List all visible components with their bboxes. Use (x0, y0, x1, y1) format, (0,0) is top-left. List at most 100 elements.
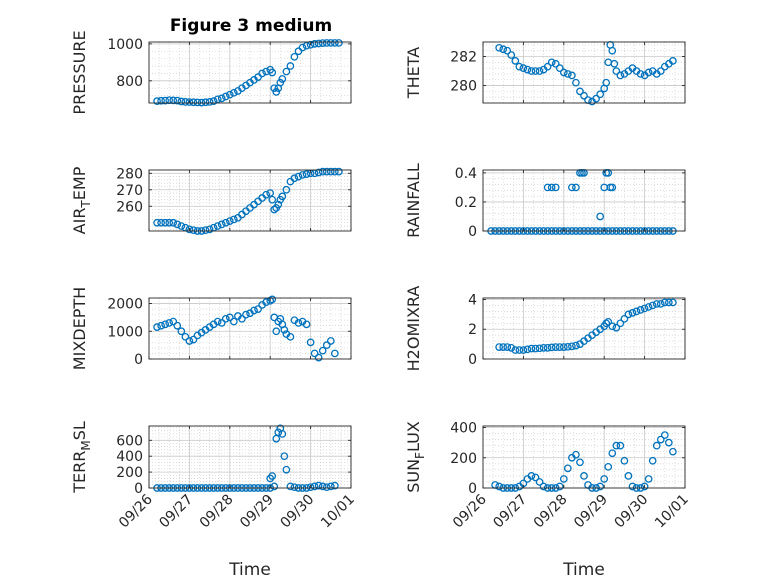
y-tick-label: 0 (134, 352, 143, 368)
data-point (507, 343, 516, 352)
data-point (628, 482, 637, 491)
data-point (608, 449, 617, 458)
data-point (161, 320, 170, 329)
data-point (503, 46, 512, 55)
data-point (278, 75, 287, 83)
data-point (624, 472, 633, 480)
y-tick-label: 280 (450, 79, 477, 95)
data-point (306, 338, 315, 347)
data-point (580, 91, 588, 100)
y-tick-label: 400 (450, 421, 477, 437)
data-point (652, 300, 661, 308)
y-axis-label-main: H2OMIXRA (404, 286, 423, 372)
data-point (165, 319, 174, 327)
y-tick-label: 270 (116, 183, 143, 199)
data-point (280, 452, 289, 461)
data-point (326, 482, 335, 491)
data-point (656, 67, 665, 75)
data-point (302, 41, 311, 50)
data-point (580, 472, 588, 480)
data-point (624, 310, 633, 319)
data-point (322, 483, 331, 492)
y-axis-label-subscript: T (79, 200, 93, 209)
data-point (568, 71, 576, 80)
data-point (189, 335, 198, 344)
data-point (543, 62, 552, 71)
data-point (268, 195, 277, 204)
data-point (519, 346, 528, 354)
data-point (290, 483, 299, 492)
data-point (640, 304, 649, 313)
data-point (266, 189, 275, 197)
data-point (189, 98, 198, 107)
data-point (636, 70, 645, 78)
data-point (543, 183, 552, 192)
data-point (282, 67, 291, 76)
x-tick-label: 09/30 (278, 492, 318, 532)
data-point (161, 218, 170, 227)
data-point (572, 183, 580, 192)
data-point (535, 478, 544, 486)
y-tick-label: 0.2 (455, 195, 477, 211)
data-point (314, 168, 323, 177)
y-tick-label: 1000 (107, 37, 143, 53)
data-point (221, 314, 230, 323)
data-point (229, 88, 238, 97)
data-point (161, 96, 170, 105)
data-point (330, 481, 339, 490)
y-axis-label: THETA (404, 47, 423, 99)
data-point (153, 218, 161, 227)
data-point (596, 90, 605, 99)
data-point (286, 332, 295, 341)
data-point (229, 317, 238, 326)
y-tick-label: 1000 (107, 324, 143, 340)
data-point (608, 46, 617, 55)
data-point (519, 64, 528, 72)
data-point (314, 481, 323, 490)
data-point (523, 65, 532, 74)
data-point (242, 310, 250, 319)
data-point (326, 167, 335, 176)
y-tick-label: 0 (468, 352, 477, 368)
x-tick-label: 09/30 (612, 492, 652, 532)
x-axis-label: Time (562, 560, 605, 580)
y-tick-label: 800 (116, 74, 143, 90)
data-point (572, 341, 580, 350)
data-point (282, 465, 291, 474)
data-point (318, 346, 327, 355)
data-point (298, 171, 307, 179)
data-point (310, 349, 319, 358)
axes-box (482, 297, 686, 360)
data-point (656, 435, 665, 444)
y-axis-label: MIXDEPTH (70, 287, 89, 370)
data-point (612, 323, 621, 332)
data-point (539, 343, 548, 352)
data-point (262, 190, 271, 199)
data-point (280, 326, 289, 334)
data-point (209, 97, 218, 106)
data-point (268, 295, 277, 304)
y-axis-label: SUNFLUX (404, 421, 427, 493)
data-point (225, 217, 234, 225)
data-point (527, 344, 536, 353)
data-point (620, 314, 629, 323)
data-point (272, 327, 281, 336)
data-point (302, 170, 311, 178)
data-point (181, 98, 190, 106)
data-point (177, 327, 186, 336)
panel-pressure: 800 1000 PRESSURE (70, 30, 352, 115)
data-point (169, 317, 178, 326)
data-point (559, 68, 568, 77)
data-point (612, 67, 621, 75)
data-point (314, 353, 323, 362)
y-axis-label: TERRMSL (70, 421, 93, 494)
data-point (495, 482, 504, 491)
data-point (531, 344, 540, 353)
data-point (551, 59, 560, 68)
data-point (335, 167, 343, 176)
data-point (254, 305, 262, 313)
data-point (644, 303, 653, 311)
data-point (664, 438, 673, 447)
y-tick-label: 200 (450, 451, 477, 467)
